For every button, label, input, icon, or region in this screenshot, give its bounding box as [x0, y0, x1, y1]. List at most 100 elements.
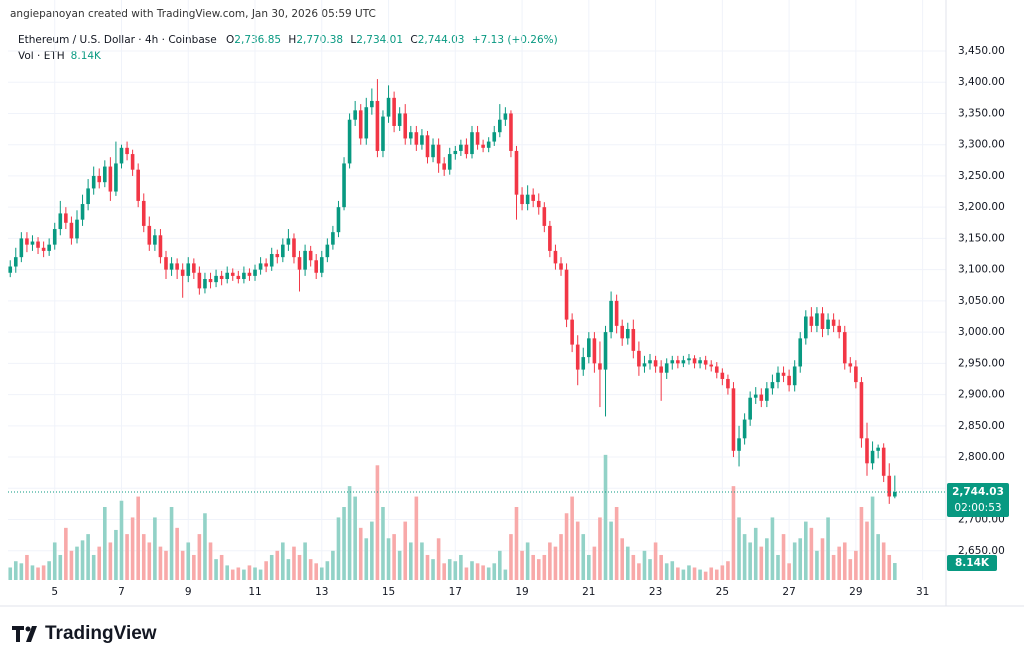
- candle-body: [192, 263, 196, 273]
- candle-body: [303, 250, 307, 270]
- candle-body: [253, 269, 257, 276]
- volume-bar: [136, 496, 140, 580]
- candle-body: [136, 169, 140, 201]
- volume-bar: [286, 559, 291, 580]
- candle-body: [553, 250, 558, 264]
- candle-body: [648, 360, 652, 364]
- candle-body: [820, 313, 825, 329]
- candle-body: [236, 275, 241, 280]
- candle-body: [770, 382, 775, 389]
- y-tick-label: 2,650.00: [958, 545, 1005, 557]
- candle-body: [247, 272, 252, 276]
- volume-bar: [753, 527, 758, 580]
- volume-bar: [770, 517, 775, 580]
- volume-bar: [64, 527, 68, 580]
- x-tick-label: 21: [582, 586, 595, 598]
- volume-bar: [503, 569, 508, 580]
- legend-open: 2,736.85: [234, 34, 281, 46]
- candle-body: [80, 204, 85, 220]
- volume-bar: [848, 559, 853, 580]
- volume-bar: [169, 507, 174, 580]
- volume-bar: [603, 454, 608, 580]
- volume-bar: [264, 561, 268, 580]
- candle-body: [436, 144, 441, 164]
- legend-close-label: C: [410, 34, 417, 46]
- legend-close: 2,744.03: [418, 34, 465, 46]
- candle-body: [403, 113, 408, 139]
- volume-bar: [80, 540, 85, 580]
- x-tick-label: 15: [382, 586, 395, 598]
- volume-bar: [809, 527, 814, 580]
- x-tick-label: 23: [649, 586, 662, 598]
- volume-bar: [687, 565, 691, 580]
- candle-body: [564, 269, 569, 320]
- y-tick-label: 3,050.00: [958, 295, 1005, 307]
- candle-body: [542, 207, 547, 226]
- volume-bar: [865, 521, 869, 580]
- volume-bar: [336, 517, 341, 580]
- candle-body: [609, 300, 613, 333]
- candle-body: [570, 319, 574, 345]
- volume-bar: [659, 554, 663, 580]
- candle-body: [792, 366, 797, 386]
- volume-bar: [564, 513, 569, 580]
- volume-bar: [625, 546, 630, 580]
- candle-body: [158, 235, 163, 258]
- candle-body: [214, 275, 218, 283]
- candle-body: [653, 360, 658, 367]
- volume-bar: [25, 554, 29, 580]
- candle-body: [147, 225, 152, 245]
- volume-bar: [219, 554, 224, 580]
- volume-bar: [681, 569, 686, 580]
- candle-body: [325, 244, 330, 258]
- volume-bar: [370, 521, 374, 580]
- volume-bar: [459, 554, 463, 580]
- brand-name: TradingView: [45, 623, 157, 644]
- candle-body: [486, 141, 491, 148]
- legend-volume: 8.14K: [71, 50, 102, 62]
- volume-bar: [804, 521, 808, 580]
- volume-bar: [642, 550, 647, 580]
- x-tick-label: 7: [118, 586, 125, 598]
- volume-bar: [470, 561, 474, 580]
- volume-bar: [91, 554, 96, 580]
- volume-bar: [425, 554, 430, 580]
- volume-bar: [342, 507, 346, 580]
- volume-bar: [831, 554, 836, 580]
- volume-bar: [742, 534, 747, 580]
- candle-body: [269, 254, 274, 267]
- candle-body: [842, 332, 847, 364]
- volume-bar: [258, 569, 263, 580]
- candle-body: [425, 135, 430, 158]
- candle-body: [114, 163, 118, 192]
- candle-body: [470, 132, 474, 155]
- candle-body: [30, 241, 35, 245]
- candle-body: [314, 260, 319, 273]
- volume-bar: [108, 542, 113, 580]
- volume-bar: [13, 561, 18, 580]
- volume-bar: [214, 559, 218, 580]
- volume-bar: [147, 542, 152, 580]
- y-tick-label: 3,000.00: [958, 326, 1005, 338]
- volume-bar: [798, 538, 803, 580]
- y-tick-label: 3,350.00: [958, 107, 1005, 119]
- candle-body: [275, 254, 280, 258]
- candle-body: [91, 175, 96, 189]
- legend-low: 2,734.01: [356, 34, 403, 46]
- volume-bar: [492, 563, 497, 580]
- x-tick-label: 31: [916, 586, 929, 598]
- volume-bar: [575, 521, 580, 580]
- volume-bar: [620, 538, 625, 580]
- candle-body: [442, 163, 446, 170]
- volume-bar: [842, 542, 847, 580]
- volume-bar: [497, 550, 502, 580]
- volume-bar: [331, 550, 335, 580]
- volume-bar: [709, 567, 714, 580]
- candle-body: [386, 97, 391, 117]
- candle-body: [804, 316, 808, 339]
- volume-bar: [375, 465, 380, 580]
- volume-bar: [353, 496, 357, 580]
- volume-pane: [8, 454, 897, 580]
- volume-bar: [347, 486, 352, 580]
- candle-body: [893, 492, 897, 497]
